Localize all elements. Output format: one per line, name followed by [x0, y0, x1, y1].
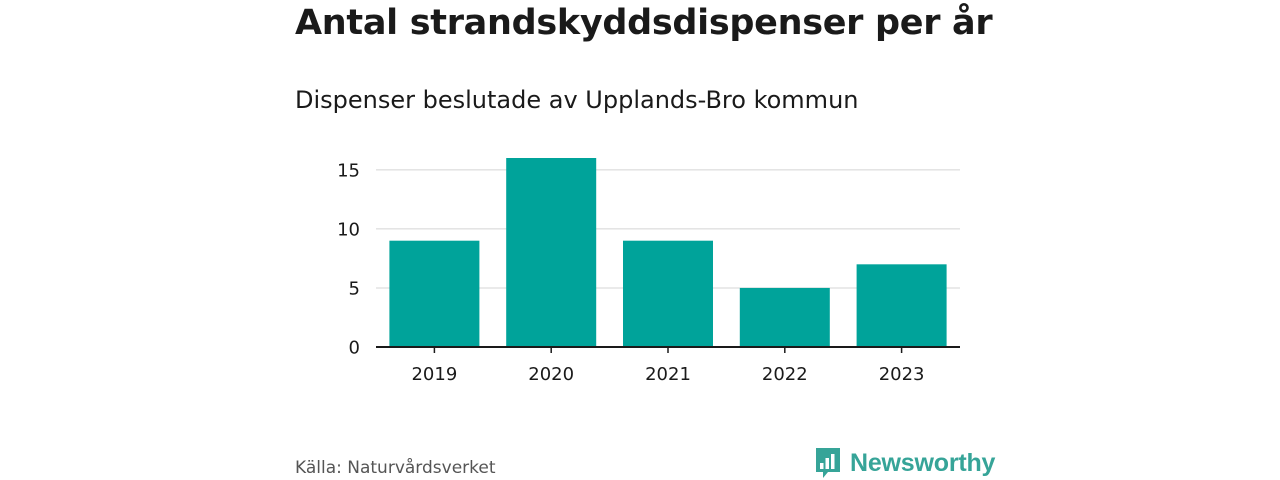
- source-credit: Källa: Naturvårdsverket: [295, 458, 496, 478]
- bar-2019: [389, 240, 480, 347]
- y-tick-label: 10: [337, 219, 360, 240]
- bar-2023: [856, 264, 947, 347]
- bar-2021: [623, 240, 713, 347]
- logo-text: Newsworthy: [850, 448, 996, 477]
- x-tick-label: 2019: [411, 364, 457, 385]
- bar-2020: [506, 158, 597, 347]
- x-tick-label: 2023: [879, 364, 925, 385]
- y-tick-label: 0: [349, 338, 360, 359]
- y-tick-label: 15: [337, 160, 360, 181]
- newsworthy-logo: Newsworthy: [814, 446, 995, 480]
- bar-chart-speech-icon: [816, 448, 840, 478]
- chart-title: Antal strandskyddsdispenser per år: [295, 3, 993, 43]
- bars: [389, 158, 947, 347]
- y-tick-label: 5: [349, 278, 360, 299]
- x-axis-ticks: 2019 2020 2021 2022 2023: [411, 347, 925, 385]
- x-tick-label: 2020: [528, 364, 574, 385]
- chart-subtitle: Dispenser beslutade av Upplands-Bro komm…: [295, 86, 859, 114]
- bar-2022: [739, 287, 830, 347]
- x-tick-label: 2021: [645, 364, 691, 385]
- y-axis-ticks: 0 5 10 15: [337, 160, 360, 358]
- x-tick-label: 2022: [762, 364, 808, 385]
